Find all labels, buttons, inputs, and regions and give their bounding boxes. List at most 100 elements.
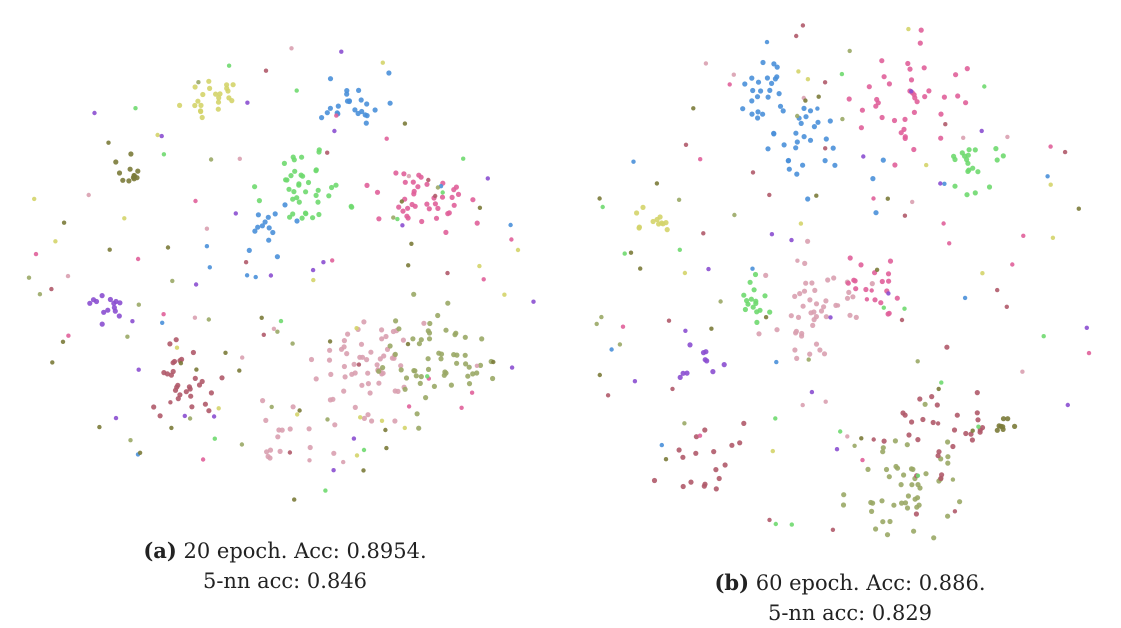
scatter-point (701, 231, 706, 236)
scatter-point (965, 160, 971, 166)
scatter-point (445, 270, 450, 276)
scatter-point (423, 395, 429, 401)
scatter-point (966, 147, 972, 153)
scatter-plot-a (26, 46, 536, 502)
scatter-point (818, 308, 825, 314)
scatter-point (392, 351, 398, 357)
scatter-point (426, 330, 433, 336)
scatter-point (765, 94, 771, 100)
scatter-point (32, 196, 37, 202)
scatter-point (33, 251, 39, 257)
scatter-point (369, 418, 375, 424)
scatter-point (654, 216, 660, 223)
scatter-point (255, 212, 261, 218)
scatter-point (101, 309, 107, 315)
scatter-point (634, 210, 640, 216)
scatter-point (651, 477, 658, 484)
scatter-point (812, 287, 818, 293)
scatter-point (275, 434, 281, 440)
scatter-point (204, 244, 210, 249)
scatter-point (363, 120, 369, 126)
scatter-point (168, 372, 174, 378)
scatter-point (801, 134, 807, 140)
scatter-point (265, 214, 271, 220)
scatter-point (810, 322, 816, 328)
scatter-point (99, 293, 105, 299)
scatter-point (122, 216, 127, 221)
scatter-point (413, 373, 419, 379)
scatter-point (873, 210, 879, 216)
scatter-point (774, 74, 780, 80)
scatter-point (917, 396, 923, 402)
scatter-point (333, 182, 339, 188)
scatter-point (737, 440, 743, 446)
scatter-point (171, 358, 178, 365)
scatter-point (321, 260, 326, 265)
caption-a: (a) 20 epoch. Acc: 0.8954. 5-nn acc: 0.8… (95, 536, 475, 596)
scatter-point (406, 173, 412, 179)
scatter-point (741, 292, 747, 298)
scatter-point (161, 370, 167, 376)
scatter-point (265, 453, 271, 460)
scatter-point (136, 302, 141, 307)
scatter-point (701, 483, 707, 489)
scatter-point (131, 173, 137, 179)
scatter-point (892, 438, 898, 444)
scatter-point (853, 286, 859, 292)
scatter-point (286, 186, 292, 192)
scatter-point (331, 450, 337, 456)
scatter-point (929, 394, 935, 400)
scatter-point (952, 183, 958, 189)
scatter-point (466, 364, 472, 370)
scatter-point (760, 111, 766, 117)
scatter-point (912, 496, 918, 502)
scatter-point (316, 147, 322, 153)
scatter-point (860, 457, 865, 463)
scatter-point (199, 114, 205, 121)
scatter-point (192, 84, 198, 90)
scatter-point (334, 113, 339, 118)
scatter-point (326, 357, 333, 363)
scatter-point (90, 297, 97, 303)
scatter-point (409, 241, 414, 246)
scatter-point (354, 326, 359, 331)
scatter-point (976, 424, 981, 429)
scatter-point (174, 345, 180, 350)
scatter-point (763, 272, 769, 278)
scatter-point (204, 226, 210, 231)
scatter-point (922, 94, 928, 100)
scatter-point (374, 362, 380, 368)
scatter-point (713, 486, 719, 492)
scatter-point (865, 466, 871, 472)
scatter-point (1086, 350, 1092, 356)
scatter-point (951, 427, 958, 433)
scatter-point (325, 150, 330, 155)
scatter-point (953, 72, 959, 78)
scatter-point (972, 190, 978, 196)
scatter-point (443, 327, 449, 333)
scatter-point (794, 33, 799, 39)
scatter-point (807, 108, 814, 114)
scatter-point (909, 89, 914, 94)
scatter-point (402, 425, 407, 431)
scatter-point (300, 173, 306, 179)
scatter-point (313, 376, 319, 382)
scatter-point (307, 458, 312, 463)
scatter-point (426, 177, 431, 183)
scatter-point (477, 263, 482, 269)
scatter-point (926, 88, 932, 94)
scatter-point (773, 521, 778, 527)
scatter-point (414, 411, 420, 417)
scatter-point (365, 412, 371, 418)
scatter-point (416, 425, 422, 431)
scatter-point (97, 424, 102, 430)
scatter-point (398, 363, 404, 369)
scatter-point (773, 416, 778, 421)
scatter-point (387, 343, 393, 349)
scatter-point (402, 386, 408, 392)
scatter-plot-b (594, 23, 1092, 541)
scatter-point (107, 296, 113, 303)
scatter-point (127, 166, 133, 172)
scatter-point (237, 156, 242, 161)
scatter-point (376, 216, 382, 222)
